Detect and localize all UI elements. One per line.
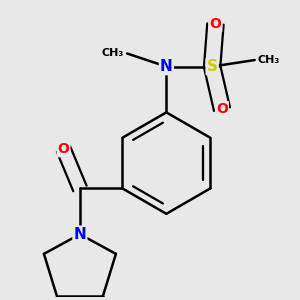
Text: O: O: [58, 142, 70, 156]
Text: CH₃: CH₃: [102, 49, 124, 58]
Text: S: S: [207, 59, 218, 74]
Text: N: N: [74, 227, 86, 242]
Text: N: N: [160, 59, 173, 74]
Text: O: O: [216, 102, 228, 116]
Text: O: O: [209, 17, 221, 31]
Text: CH₃: CH₃: [258, 55, 280, 65]
